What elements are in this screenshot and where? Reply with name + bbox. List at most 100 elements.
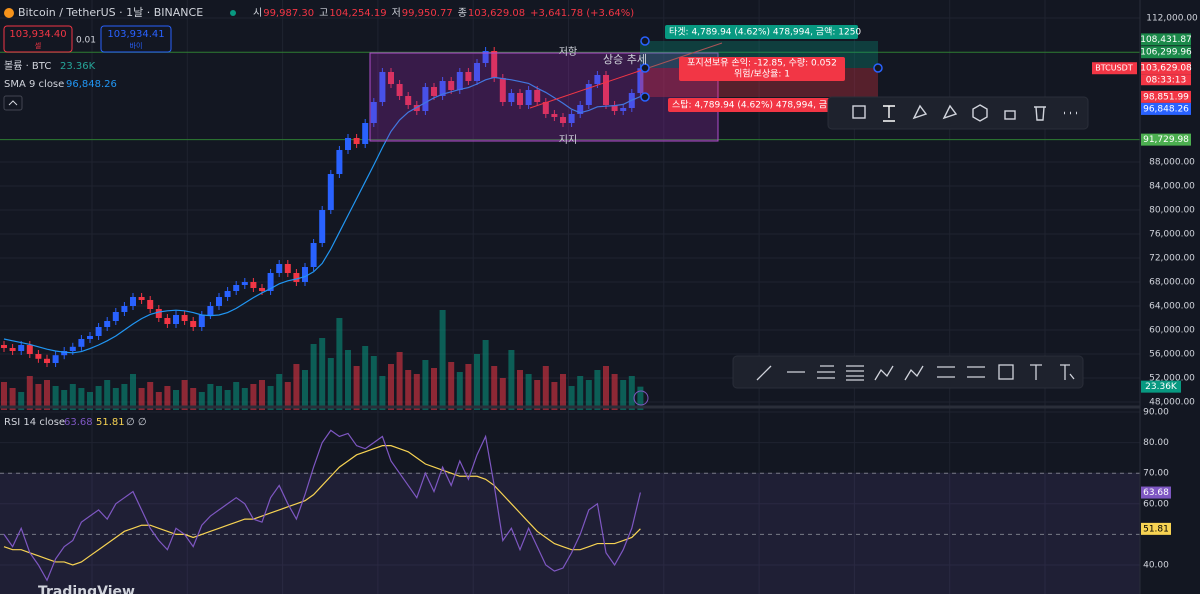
channel-tool[interactable]	[817, 365, 835, 379]
candle	[465, 72, 472, 81]
sell-label: 셀	[35, 42, 41, 50]
candle	[405, 96, 412, 105]
pattern-tool[interactable]	[874, 365, 894, 381]
volume-bar	[276, 374, 283, 410]
candle	[95, 327, 102, 336]
lock-icon[interactable]	[1004, 110, 1016, 120]
volume-bar	[190, 388, 197, 410]
candle	[499, 78, 506, 102]
symbol[interactable]: Bitcoin / TetherUS · 1날 · BINANCE	[18, 6, 203, 19]
candle	[388, 72, 394, 84]
buy-button[interactable]	[100, 25, 172, 53]
handle[interactable]	[873, 63, 883, 73]
candle	[104, 321, 111, 327]
candle	[534, 90, 541, 102]
handle[interactable]	[640, 92, 650, 102]
candle	[138, 297, 145, 300]
delete-icon[interactable]	[1034, 106, 1046, 121]
volume-bar	[611, 374, 618, 410]
candle	[293, 273, 300, 282]
volume-bar	[130, 374, 136, 410]
candle	[362, 123, 369, 144]
range-box[interactable]	[369, 52, 719, 142]
favorite-icons	[756, 364, 1075, 381]
y-tick-label: 72,000.00	[1149, 254, 1195, 264]
template-icon[interactable]	[972, 104, 988, 122]
abcd-tool[interactable]	[904, 365, 924, 381]
rsi-tick-label: 80.00	[1143, 438, 1169, 448]
ohlc-h: 104,254.19	[329, 8, 386, 19]
handle[interactable]	[640, 36, 650, 46]
volume-bar	[87, 392, 93, 410]
volume-legend-value: 23.36K	[60, 61, 96, 72]
rsi-tick-label: 90.00	[1143, 408, 1169, 418]
candle	[26, 345, 33, 354]
alert-icon[interactable]	[633, 390, 649, 406]
candle	[319, 210, 326, 243]
toolbar-icons	[852, 104, 1077, 122]
candle	[508, 93, 515, 102]
ohlc-o: 99,987.30	[263, 8, 314, 19]
border-icon[interactable]	[942, 104, 958, 120]
text-icon[interactable]	[883, 105, 895, 122]
candle	[568, 114, 575, 123]
candle	[603, 75, 609, 105]
volume-bar	[241, 388, 248, 410]
rect-tool[interactable]	[998, 364, 1014, 380]
candle	[69, 346, 76, 351]
fib-tool[interactable]	[846, 365, 864, 381]
trend-line[interactable]	[529, 42, 723, 109]
candle	[35, 354, 42, 359]
candle	[164, 318, 171, 324]
candle	[456, 72, 463, 90]
candle	[525, 90, 532, 105]
candle	[542, 102, 549, 114]
volume-bar	[112, 388, 119, 410]
ohlc-c: 103,629.08	[468, 8, 525, 19]
date-range-tool[interactable]	[967, 366, 985, 378]
range-tool[interactable]	[937, 366, 955, 378]
volume-bar	[173, 390, 179, 410]
target-box	[665, 25, 858, 39]
volume-bar	[164, 386, 171, 410]
text-tool[interactable]	[1030, 364, 1042, 380]
volume-bar	[439, 310, 446, 410]
volume-bar	[250, 384, 257, 410]
candle	[147, 300, 154, 309]
candle	[181, 315, 188, 321]
fill-icon[interactable]	[912, 104, 928, 120]
y-tick-label: 88,000.00	[1149, 158, 1195, 168]
volume-bar	[26, 376, 33, 410]
buy-label: 바이	[130, 41, 143, 50]
volume-bar	[310, 344, 317, 410]
text-note-tool[interactable]	[1060, 364, 1075, 380]
sell-button[interactable]	[3, 25, 73, 53]
settings-icon[interactable]	[852, 105, 866, 119]
volume-bar	[499, 378, 506, 410]
ohlc-change: +3,641.78 (+3.64%)	[530, 8, 634, 19]
volume-bar	[207, 384, 214, 410]
volume-bar	[198, 392, 205, 410]
volume-bar	[336, 318, 343, 410]
rsi-tick-label: 60.00	[1143, 499, 1169, 509]
btc-icon	[4, 8, 14, 18]
collapse-button[interactable]	[3, 95, 23, 111]
volume-bar	[267, 386, 274, 410]
volume-bar	[474, 354, 480, 410]
volume-bar	[104, 380, 111, 410]
price-tag-label: 96,848.26	[1143, 104, 1189, 114]
candle	[173, 315, 179, 324]
logo: TradingView	[38, 584, 135, 594]
volume-bar	[431, 368, 437, 410]
handle[interactable]	[640, 63, 650, 73]
candle	[431, 87, 437, 96]
trendline-tool[interactable]	[756, 365, 772, 381]
volume-bar	[353, 366, 360, 410]
candle	[482, 51, 489, 63]
volume-bar	[138, 388, 145, 410]
candle	[224, 291, 231, 297]
price-tag-label: 106,299.96	[1140, 48, 1192, 58]
candle	[216, 297, 222, 306]
candle	[250, 282, 257, 288]
volume-bar	[18, 392, 25, 410]
